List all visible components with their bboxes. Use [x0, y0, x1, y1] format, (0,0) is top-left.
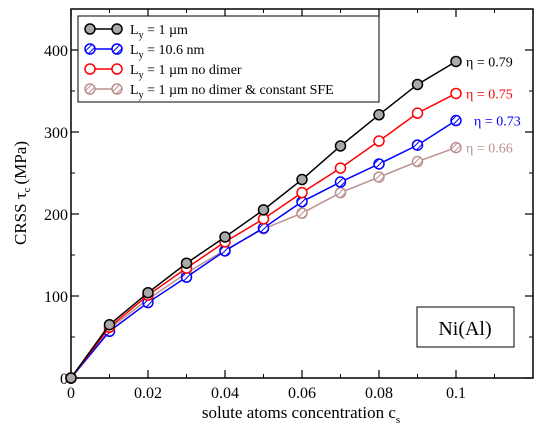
series-path: [70, 119, 457, 379]
legend-label: Ly = 1 µm: [130, 23, 188, 41]
legend-label-main: L: [130, 83, 139, 98]
legend-swatch-marker: [111, 43, 123, 55]
x-tick-label: 0.04: [211, 385, 239, 402]
data-point: [334, 176, 347, 188]
data-point: [450, 141, 462, 154]
x-tick-label: 0.02: [134, 385, 162, 402]
y-tick-label: 400: [44, 43, 68, 60]
y-axis-ticks: 0 100 200 300 400: [44, 43, 533, 388]
data-point: [373, 171, 385, 183]
x-axis-ticks: 0 0.02 0.04 0.06 0.08 0.1: [67, 9, 495, 402]
data-point: [296, 173, 308, 186]
y-axis-label: CRSS τc (MPa): [11, 141, 33, 245]
legend-swatch-marker: [84, 83, 96, 95]
legend-label-main: L: [130, 23, 139, 38]
legend-label: Ly = 1 µm no dimer & constant SFE: [130, 83, 334, 101]
legend-swatch-marker: [111, 83, 123, 95]
legend-label-rest: = 10.6 nm: [144, 43, 205, 58]
data-point: [373, 158, 385, 170]
y-axis-label-main: CRSS τ: [11, 192, 30, 245]
data-point: [450, 55, 462, 68]
eta-annotations: η = 0.79 η = 0.73 η = 0.75 η = 0.66: [466, 55, 521, 156]
x-tick-label: 0.08: [365, 385, 393, 402]
data-point: [373, 109, 385, 121]
data-point: [411, 139, 424, 151]
legend-item: Ly = 10.6 nm: [84, 43, 204, 61]
legend-swatch-marker: [111, 63, 123, 75]
series-line-0: [65, 55, 462, 384]
data-point: [411, 78, 424, 91]
legend-item: Ly = 1 µm no dimer & constant SFE: [84, 83, 334, 101]
data-point: [257, 204, 270, 216]
data-point: [334, 162, 347, 174]
legend-label-sub: y: [139, 50, 144, 61]
y-axis-label-sub: c: [21, 187, 33, 192]
y-axis-label-unit: (MPa): [11, 141, 30, 184]
y-tick-label: 200: [44, 207, 68, 224]
legend-item: Ly = 1 µm: [84, 23, 188, 41]
data-point: [65, 372, 77, 384]
y-tick-label: 300: [44, 125, 68, 142]
legend-label-sub: y: [139, 70, 144, 81]
eta-label: η = 0.73: [474, 115, 521, 130]
x-tick-label: 0.06: [288, 385, 316, 402]
data-point: [142, 286, 154, 299]
eta-label: η = 0.79: [466, 55, 513, 70]
data-point: [103, 318, 116, 331]
x-axis-label-sub: s: [396, 414, 400, 426]
legend-item: Ly = 1 µm no dimer: [84, 63, 242, 81]
y-tick-label: 100: [44, 289, 68, 306]
data-point: [296, 186, 308, 199]
x-axis-label: solute atoms concentration cs: [202, 403, 400, 426]
legend-label-main: L: [130, 43, 139, 58]
material-label-frame: [416, 306, 515, 348]
data-point: [334, 140, 347, 152]
legend-label-rest: = 1 µm no dimer & constant SFE: [144, 83, 334, 98]
y-tick-label: 0: [60, 371, 68, 388]
x-tick-label: 0: [67, 385, 75, 402]
data-point: [450, 114, 462, 127]
legend-label-sub: y: [139, 90, 144, 101]
material-label: Ni(Al): [438, 318, 491, 340]
series-line-3: [65, 141, 462, 384]
eta-label: η = 0.66: [466, 142, 513, 157]
data-point: [373, 135, 385, 147]
x-tick-label: 0.1: [446, 385, 466, 402]
series-line-1: [65, 114, 462, 384]
data-point: [296, 207, 308, 219]
data-point: [180, 257, 193, 269]
series-layer: [65, 55, 462, 384]
data-point: [219, 231, 231, 243]
series-path: [70, 92, 457, 379]
legend-label-rest: = 1 µm: [144, 23, 188, 38]
legend-swatch-marker: [84, 43, 96, 55]
legend-swatch-marker: [84, 23, 96, 35]
data-point: [411, 107, 424, 119]
legend-label: Ly = 1 µm no dimer: [130, 63, 242, 81]
legend-label-main: L: [130, 63, 139, 78]
legend-label: Ly = 10.6 nm: [130, 43, 204, 61]
eta-label: η = 0.75: [466, 87, 513, 102]
legend-label-rest: = 1 µm no dimer: [144, 63, 242, 78]
material-label-box: Ni(Al): [416, 306, 515, 348]
legend-box: [77, 15, 380, 103]
data-point: [450, 87, 462, 100]
legend-swatch-marker: [111, 23, 123, 35]
series-path: [70, 146, 457, 379]
legend-swatch-marker: [84, 63, 96, 75]
x-axis-label-main: solute atoms concentration c: [202, 403, 396, 422]
series-line-2: [65, 87, 462, 384]
legend-label-sub: y: [139, 30, 144, 41]
data-point: [411, 155, 424, 168]
data-point: [334, 186, 347, 199]
